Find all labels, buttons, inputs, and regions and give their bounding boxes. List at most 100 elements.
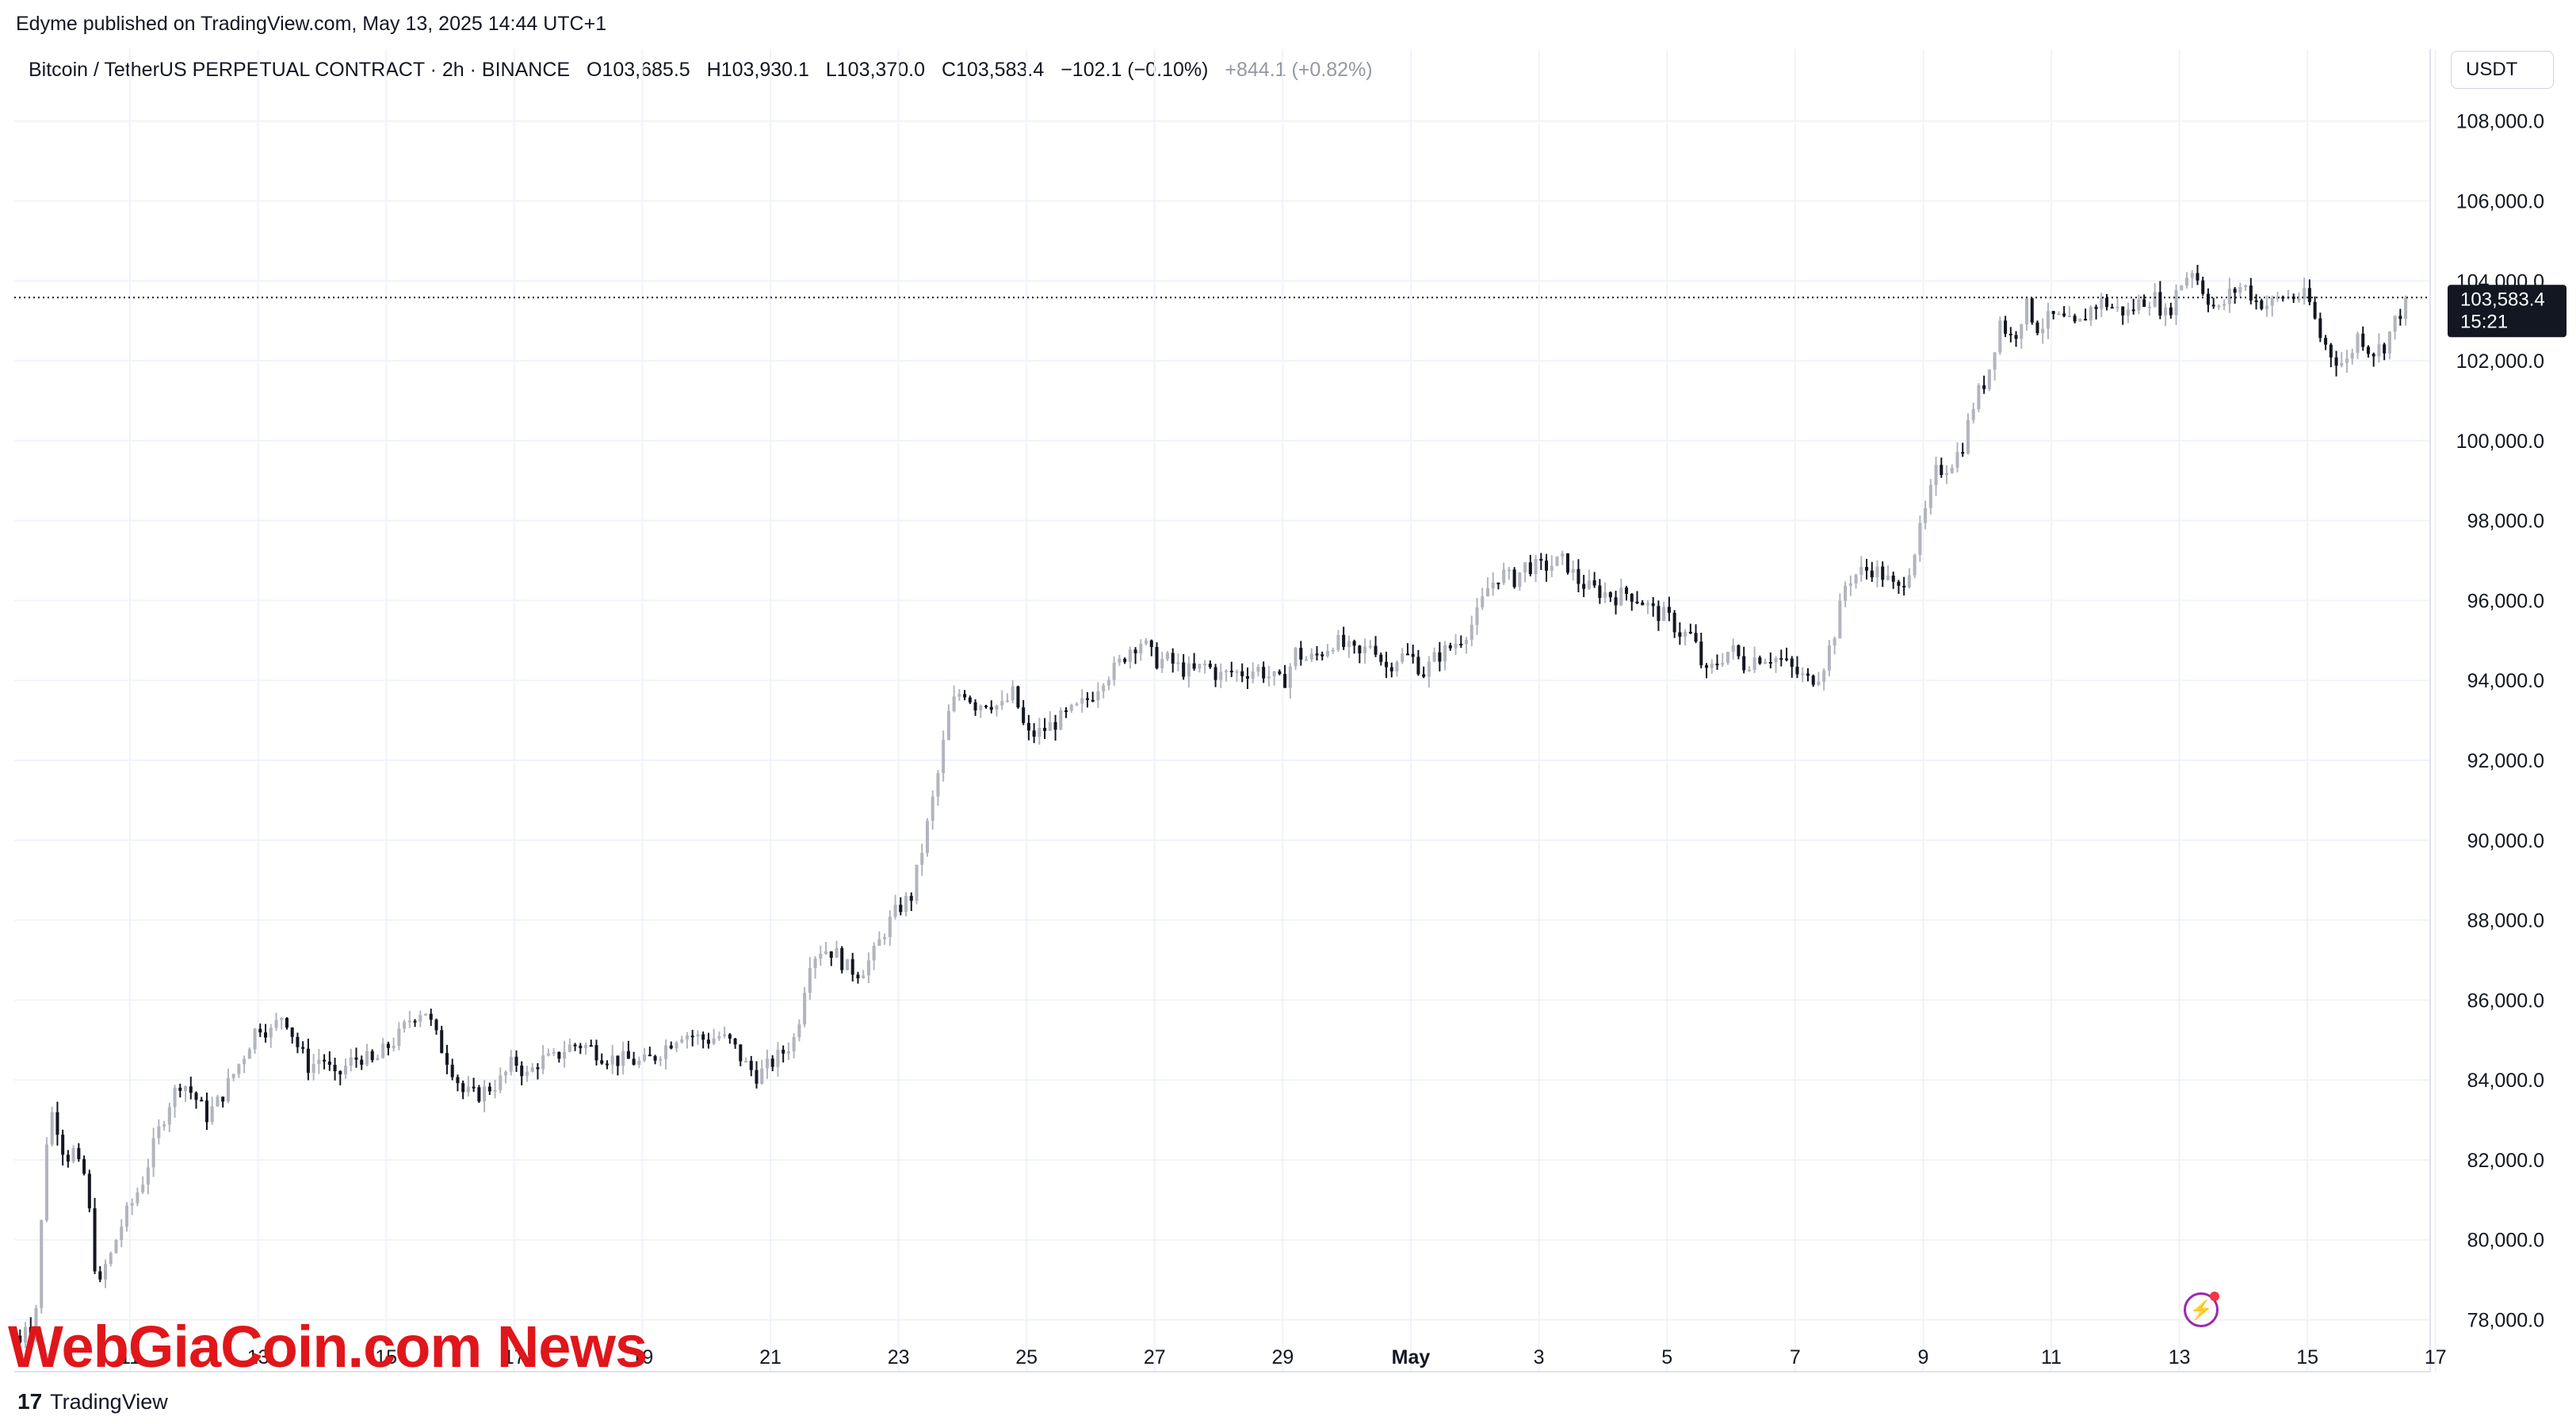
- candle: [317, 1048, 321, 1074]
- candle: [786, 1042, 790, 1060]
- candle: [1565, 553, 1569, 575]
- candle-body: [1262, 667, 1266, 679]
- candle-body: [1048, 722, 1052, 731]
- candle: [2217, 304, 2221, 311]
- candle-body: [1416, 656, 1420, 675]
- candle-body: [450, 1064, 454, 1078]
- candle-body: [2227, 289, 2231, 304]
- candle-body: [1096, 691, 1100, 701]
- candle: [728, 1033, 732, 1044]
- candle-body: [1582, 584, 1586, 589]
- candle-body: [1982, 385, 1986, 389]
- candle-body: [909, 895, 913, 901]
- lightning-icon[interactable]: ⚡: [2184, 1292, 2219, 1327]
- candle: [1881, 561, 1885, 588]
- candle: [365, 1043, 369, 1067]
- candle: [1149, 639, 1153, 656]
- candle-body: [1358, 645, 1362, 654]
- candle-body: [872, 945, 876, 961]
- candle-body: [1288, 666, 1292, 688]
- candle-body: [1491, 582, 1495, 589]
- candle: [189, 1076, 193, 1100]
- watermark-text: WebGiaCoin.com News: [8, 1314, 648, 1380]
- candle-body: [877, 939, 881, 946]
- candle-body: [189, 1086, 193, 1093]
- candle-body: [1240, 671, 1244, 676]
- candle: [2008, 327, 2012, 343]
- candle-body: [1848, 583, 1852, 586]
- tradingview-footer[interactable]: 17 TradingView: [17, 1389, 168, 1414]
- candle-body: [274, 1020, 278, 1028]
- candle: [717, 1031, 721, 1041]
- candle: [1064, 707, 1068, 718]
- candle-body: [541, 1055, 545, 1070]
- candle: [301, 1041, 305, 1054]
- candle: [696, 1030, 700, 1045]
- candle: [1928, 479, 1932, 515]
- candle: [247, 1047, 251, 1059]
- y-tick-label: 98,000.0: [2467, 511, 2544, 533]
- candle: [685, 1032, 689, 1049]
- candle: [440, 1025, 444, 1054]
- candle: [130, 1198, 134, 1215]
- candle-body: [2356, 333, 2360, 354]
- candle: [1806, 668, 1810, 682]
- candle: [648, 1047, 652, 1057]
- candle: [792, 1033, 796, 1058]
- candle-body: [626, 1051, 630, 1059]
- currency-button[interactable]: USDT: [2451, 51, 2554, 89]
- candle-body: [866, 960, 870, 976]
- candle: [1764, 658, 1768, 664]
- candle-body: [2217, 305, 2221, 308]
- candle-body: [1485, 588, 1489, 597]
- candle-body: [167, 1107, 171, 1125]
- candle: [1043, 718, 1047, 740]
- candle: [2206, 288, 2210, 312]
- candle: [872, 942, 876, 970]
- candle: [1389, 662, 1393, 678]
- candle-body: [984, 705, 988, 707]
- candle-body: [2201, 280, 2205, 294]
- candle-body: [162, 1124, 166, 1127]
- candle: [1128, 646, 1132, 669]
- candle-body: [1768, 661, 1772, 664]
- y-tick-label: 86,000.0: [2467, 990, 2544, 1012]
- candle: [739, 1044, 743, 1066]
- candle: [472, 1078, 476, 1093]
- candle: [850, 952, 854, 982]
- candle: [1966, 413, 1970, 455]
- candle: [2233, 286, 2237, 304]
- symbol-name[interactable]: Bitcoin / TetherUS PERPETUAL CONTRACT · …: [29, 59, 571, 81]
- candle: [2094, 304, 2098, 320]
- candle-body: [1688, 631, 1692, 634]
- candle-body: [1795, 666, 1799, 675]
- candle-body: [1043, 728, 1047, 731]
- candle: [392, 1037, 396, 1052]
- candle-body: [2329, 344, 2333, 358]
- y-tick-label: 78,000.0: [2467, 1309, 2544, 1331]
- candle-body: [723, 1034, 727, 1036]
- candle-body: [1518, 572, 1522, 588]
- candle-body: [835, 947, 839, 958]
- candle: [1133, 647, 1137, 664]
- candle-body: [1619, 588, 1623, 606]
- candle-body: [2057, 313, 2061, 316]
- candle: [2356, 331, 2360, 359]
- candle: [1603, 582, 1607, 603]
- candle: [1528, 554, 1532, 576]
- candle-body: [1528, 562, 1532, 575]
- candle: [1272, 671, 1276, 686]
- candle-body: [1844, 585, 1848, 601]
- candle-body: [808, 967, 812, 993]
- candle-body: [1118, 658, 1122, 663]
- candle-body: [850, 959, 854, 975]
- candle: [93, 1197, 97, 1274]
- tradingview-logo-icon: 17: [17, 1389, 43, 1414]
- candle-body: [1928, 484, 1932, 508]
- candle: [1918, 515, 1922, 562]
- candle: [1977, 383, 1981, 412]
- candle: [344, 1058, 348, 1079]
- candle: [819, 945, 823, 967]
- candle-body: [2169, 307, 2173, 316]
